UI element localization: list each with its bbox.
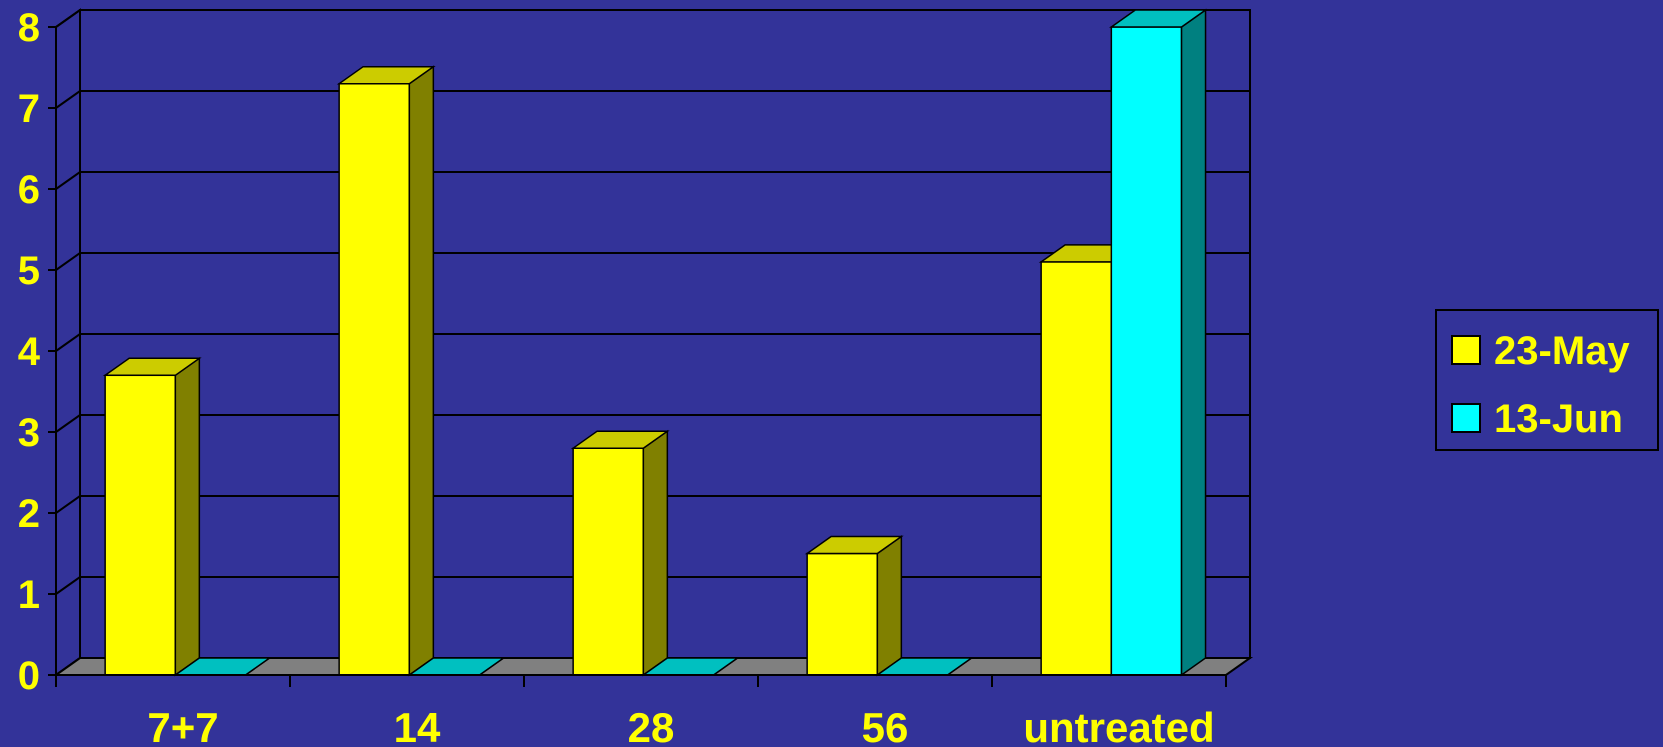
gridline (55, 414, 1250, 433)
bar-front (806, 552, 879, 676)
legend-label: 23-May (1494, 329, 1630, 373)
bars (102, 8, 1208, 677)
gridline (55, 495, 1250, 514)
bar-front (572, 447, 645, 676)
bar-top (336, 65, 436, 85)
legend-swatch (1451, 335, 1481, 365)
y-tick-label: 6 (18, 168, 40, 212)
bar-side (876, 535, 903, 677)
x-axis: 7+7 14 28 56 untreated (55, 674, 1227, 747)
y-tick-label: 7 (18, 87, 40, 131)
bar-top (804, 535, 904, 555)
bar (640, 657, 740, 676)
bar (172, 657, 272, 676)
gridline (55, 252, 1250, 271)
y-tick-label: 4 (18, 330, 41, 374)
bar-front (1040, 261, 1113, 676)
y-tick-label: 3 (18, 411, 40, 455)
legend-label: 13-Jun (1494, 397, 1623, 441)
gridline (55, 90, 1250, 109)
bar-top (102, 357, 202, 377)
bar (336, 65, 436, 677)
x-tick-label: 28 (628, 704, 675, 747)
bar-side (408, 65, 435, 677)
bar-side (642, 429, 669, 677)
bar (1108, 8, 1208, 677)
x-tick-label: 7+7 (147, 704, 218, 747)
gridline (55, 9, 1250, 28)
y-axis: 0 1 2 3 4 5 6 7 8 (18, 6, 57, 698)
y-tick-label: 5 (18, 249, 40, 293)
bar-front (1110, 26, 1183, 676)
gridline (55, 333, 1250, 352)
gridline (55, 171, 1250, 190)
x-tick-label: 56 (862, 704, 909, 747)
bar-front (104, 374, 177, 676)
bar-side (1180, 8, 1207, 677)
x-tick-label: 14 (394, 704, 441, 747)
y-tick-label: 0 (18, 654, 40, 698)
bar-top (1108, 9, 1208, 28)
legend: 23-May 13-Jun (1435, 309, 1659, 451)
bar-side (174, 356, 201, 677)
y-tick-label: 2 (18, 492, 40, 536)
x-tick-label: untreated (1023, 704, 1214, 747)
legend-box (1435, 309, 1659, 451)
bar-top (570, 430, 670, 449)
bar (102, 356, 202, 677)
bar-front (338, 82, 411, 676)
bar (804, 535, 904, 677)
bar (570, 429, 670, 677)
legend-swatch (1451, 403, 1481, 433)
y-tick-label: 8 (18, 6, 40, 50)
y-tick-label: 1 (18, 573, 40, 617)
